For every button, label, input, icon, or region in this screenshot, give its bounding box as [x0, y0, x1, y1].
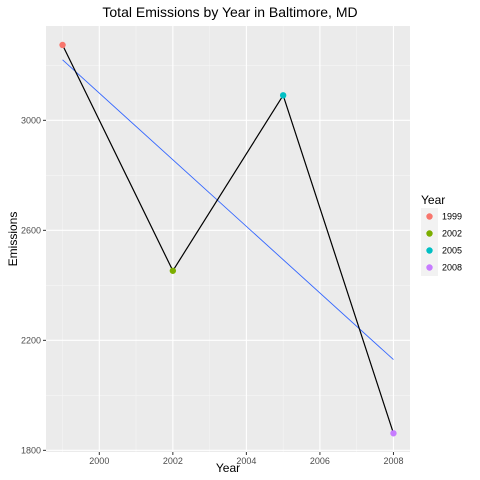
x-tick-label-0: 2000	[89, 456, 109, 466]
legend-label-2005: 2005	[442, 246, 462, 256]
trend-layer	[62, 59, 394, 360]
data-point-2002	[169, 267, 177, 274]
x-tick-label-2: 2004	[236, 456, 256, 466]
plot-panel	[46, 26, 410, 452]
series-line-segment-0	[62, 44, 174, 272]
x-axis-title: Year	[216, 461, 240, 475]
legend-swatch-2005	[426, 247, 433, 254]
legend-label-1999: 1999	[442, 212, 462, 222]
series-line-segment-2	[282, 95, 395, 434]
data-point-2005	[279, 92, 287, 99]
legend-swatch-2002	[426, 230, 433, 237]
legend-label-2002: 2002	[442, 229, 462, 239]
series-line-segment-1	[172, 94, 284, 272]
legend-title: Year	[421, 193, 445, 207]
legend-label-2008: 2008	[442, 263, 462, 273]
y-tick-label-0: 1800	[21, 445, 41, 455]
data-point-2008	[390, 430, 397, 437]
y-axis-title: Emissions	[6, 212, 20, 267]
series-layer	[62, 44, 395, 434]
y-axis-ticks: 1800 2200 2600 3000	[21, 115, 46, 455]
x-tick-label-1: 2002	[163, 456, 183, 466]
legend: Year 1999 2002 2005 2008	[421, 193, 462, 276]
legend-swatch-1999	[426, 213, 433, 220]
data-point-1999	[59, 41, 66, 49]
y-tick-label-2: 2600	[21, 225, 41, 235]
legend-swatch-2008	[426, 264, 433, 271]
x-tick-label-4: 2008	[383, 456, 403, 466]
points-layer	[59, 41, 397, 437]
legend-items: 1999 2002 2005 2008	[421, 208, 462, 276]
chart-title: Total Emissions by Year in Baltimore, MD	[102, 4, 357, 20]
grid-major	[46, 26, 410, 452]
y-tick-label-3: 3000	[21, 115, 41, 125]
x-axis-ticks: 2000 2002 2004 2006 2008	[89, 452, 403, 466]
y-tick-label-1: 2200	[21, 335, 41, 345]
trend-line	[62, 59, 394, 360]
x-tick-label-3: 2006	[310, 456, 330, 466]
